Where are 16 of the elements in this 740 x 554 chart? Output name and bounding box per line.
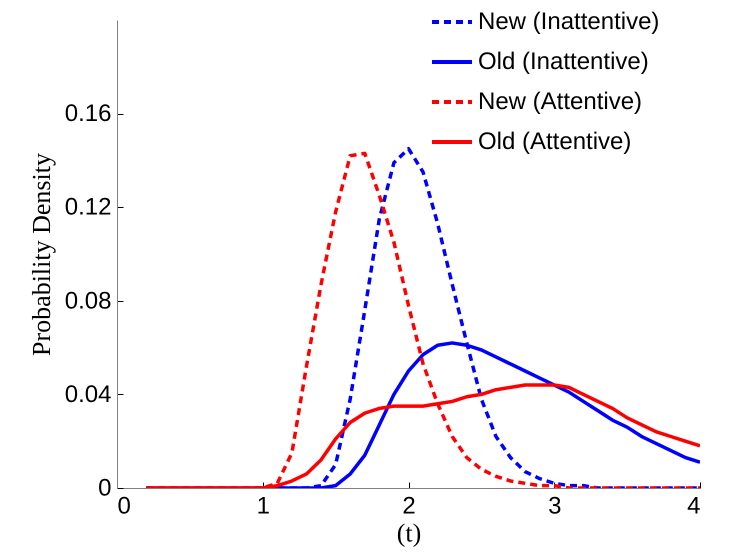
- legend-label: Old (Attentive): [478, 128, 632, 155]
- y-axis-title: Probability Density: [26, 153, 56, 356]
- legend-label: New (Attentive): [478, 88, 642, 115]
- legend-label: Old (Inattentive): [478, 48, 649, 75]
- y-tick-label: 0.16: [64, 100, 112, 128]
- x-tick-label: 1: [256, 492, 270, 520]
- x-tick-label: 0: [118, 492, 131, 520]
- x-tick-label: 2: [402, 492, 416, 520]
- legend-label: New (Inattentive): [478, 8, 660, 35]
- y-tick-label: 0.08: [64, 287, 112, 314]
- y-tick-label: 0: [98, 474, 112, 502]
- x-tick-label: 4: [687, 492, 700, 520]
- x-axis-title: (t): [396, 518, 422, 548]
- y-tick-label: 0.12: [64, 194, 112, 221]
- x-tick-label: 3: [548, 492, 562, 520]
- y-tick-label: 0.04: [64, 380, 112, 408]
